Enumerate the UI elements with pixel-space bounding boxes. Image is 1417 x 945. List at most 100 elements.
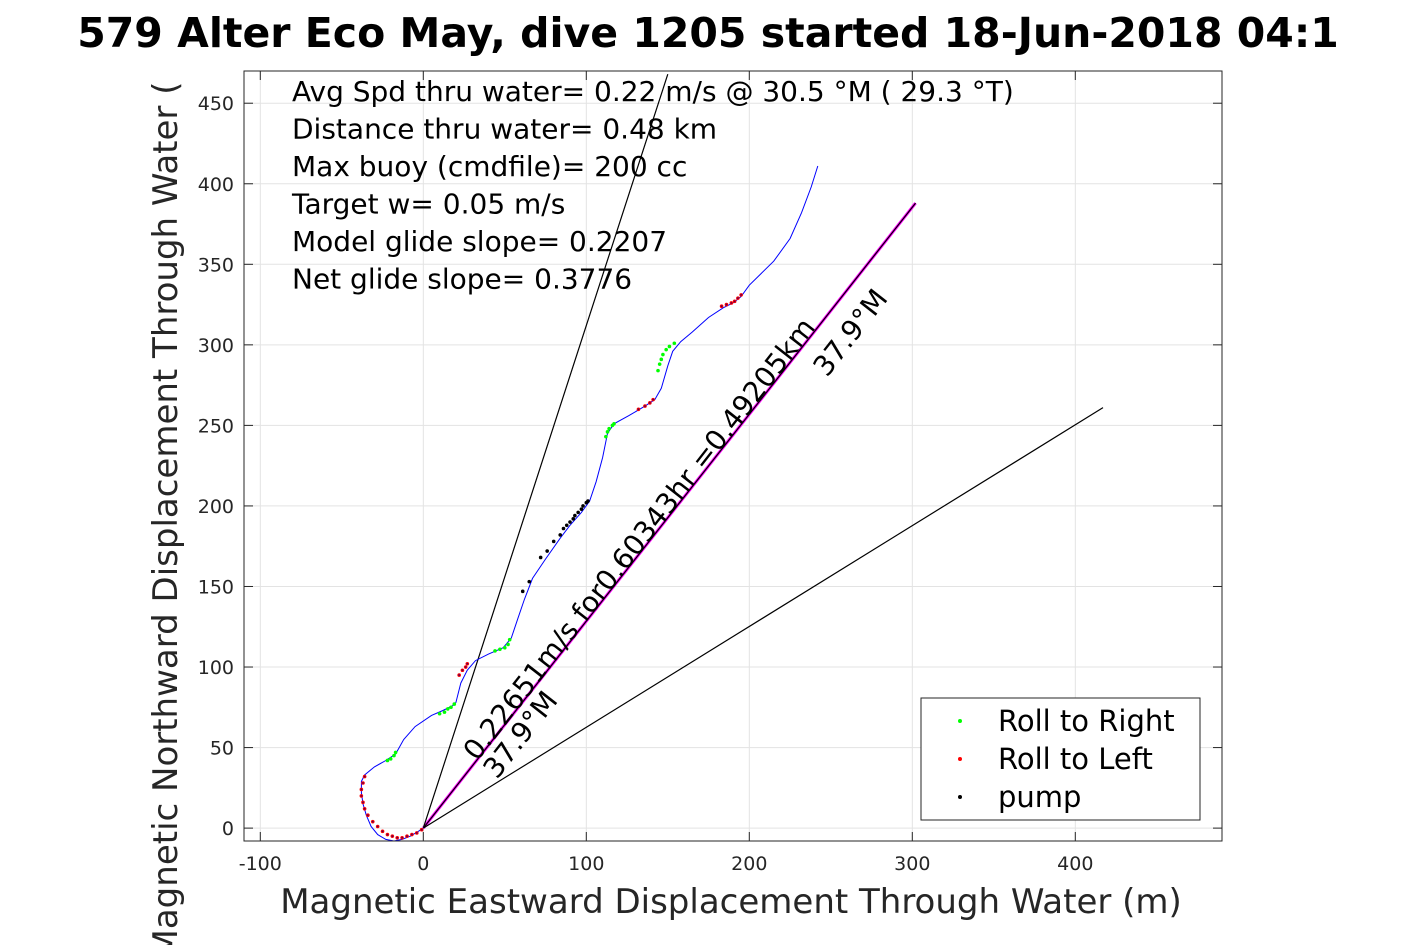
roll-left-point-center bbox=[381, 830, 384, 833]
pump-point bbox=[586, 499, 590, 503]
y-tick-label: 200 bbox=[198, 496, 234, 518]
roll-left-point-center bbox=[371, 820, 374, 823]
info-line: Distance thru water= 0.48 km bbox=[292, 113, 717, 146]
roll-right-point bbox=[392, 753, 396, 758]
pump-point bbox=[581, 504, 585, 508]
roll-left-point-center bbox=[736, 297, 739, 300]
y-tick-label: 0 bbox=[222, 818, 234, 840]
plot-frame bbox=[243, 70, 1223, 842]
info-line: Avg Spd thru water= 0.22 m/s @ 30.5 °M (… bbox=[292, 75, 1014, 108]
roll-left-point-center bbox=[644, 405, 646, 407]
x-tick-label: -100 bbox=[239, 853, 282, 875]
roll-left-point-center bbox=[458, 674, 461, 676]
roll-right-point bbox=[493, 649, 497, 653]
roll-left-point-center bbox=[362, 801, 364, 804]
roll-left-point-center bbox=[386, 833, 389, 836]
roll-right-point bbox=[442, 710, 447, 714]
y-tick-label: 400 bbox=[198, 174, 234, 196]
roll-right-point bbox=[659, 357, 664, 362]
roll-right-point bbox=[604, 434, 608, 439]
pump-point bbox=[558, 533, 563, 537]
roll-left-point-center bbox=[415, 832, 418, 834]
pump-point bbox=[545, 549, 549, 553]
x-tick-label: 400 bbox=[1057, 853, 1093, 875]
info-line: Net glide slope= 0.3776 bbox=[292, 263, 632, 296]
legend-marker bbox=[958, 757, 962, 761]
roll-right-point bbox=[605, 430, 610, 434]
roll-right-point bbox=[385, 758, 390, 763]
roll-right-point bbox=[445, 707, 450, 711]
x-tick-label: 0 bbox=[417, 853, 429, 875]
y-tick-label: 350 bbox=[198, 254, 234, 276]
info-line: Target w= 0.05 m/s bbox=[291, 188, 565, 221]
bound-line-steep bbox=[422, 74, 669, 829]
y-tick-label: 300 bbox=[198, 335, 234, 357]
x-tick-label: 100 bbox=[568, 853, 604, 875]
y-tick-label: 50 bbox=[210, 738, 234, 760]
roll-left-point-center bbox=[461, 669, 464, 672]
roll-right-point bbox=[664, 347, 668, 352]
roll-left-point-center bbox=[410, 833, 413, 836]
x-axis-label: Magnetic Eastward Displacement Through W… bbox=[280, 882, 1182, 922]
legend-items: Roll to Right Roll to Left pump bbox=[958, 704, 1175, 814]
y-tick-label: 150 bbox=[198, 576, 234, 598]
pump-point bbox=[551, 539, 556, 544]
roll-right-point bbox=[667, 344, 672, 349]
roll-left-point-center bbox=[637, 408, 640, 411]
pump-point bbox=[573, 513, 577, 518]
roll-left-point-center bbox=[740, 294, 743, 296]
roll-left-point-center bbox=[420, 828, 423, 831]
y-tick-label: 450 bbox=[198, 93, 234, 115]
info-line: Model glide slope= 0.2207 bbox=[292, 225, 667, 258]
bound-line-shallow bbox=[422, 407, 1104, 829]
y-tick-label: 250 bbox=[198, 415, 234, 437]
chart-title: 579 Alter Eco May, dive 1205 started 18-… bbox=[77, 9, 1339, 57]
legend-label: Roll to Left bbox=[998, 742, 1153, 776]
pump-point bbox=[568, 520, 572, 524]
legend-label: pump bbox=[998, 780, 1081, 814]
roll-left-point-center bbox=[720, 305, 723, 308]
data-series bbox=[359, 74, 1104, 842]
roll-left-point-center bbox=[733, 300, 736, 303]
legend-label: Roll to Right bbox=[998, 704, 1175, 738]
pump-point bbox=[579, 507, 584, 511]
x-tick-label: 200 bbox=[731, 853, 767, 875]
roll-left-point-center bbox=[652, 398, 655, 401]
roll-left-point-center bbox=[464, 666, 467, 668]
y-axis-label: Magnetic Northward Displacement Through … bbox=[146, 82, 186, 945]
roll-right-point bbox=[657, 362, 662, 366]
roll-left-point-center bbox=[391, 835, 394, 838]
roll-left-point-center bbox=[466, 662, 469, 665]
roll-left-point-center bbox=[396, 836, 399, 839]
roll-left-point-center bbox=[725, 303, 728, 306]
info-line: Max buoy (cmdfile)= 200 cc bbox=[292, 150, 687, 183]
roll-left-point-center bbox=[363, 775, 366, 778]
roll-left-point-center bbox=[360, 794, 363, 797]
roll-left-point-center bbox=[362, 782, 364, 784]
roll-right-point bbox=[498, 647, 502, 652]
info-text-block: Avg Spd thru water= 0.22 m/s @ 30.5 °M (… bbox=[291, 75, 1014, 296]
legend-marker bbox=[958, 795, 962, 799]
roll-right-point bbox=[506, 642, 510, 647]
pump-point bbox=[576, 510, 580, 515]
roll-right-point bbox=[452, 702, 457, 706]
legend-box bbox=[920, 697, 1201, 821]
roll-right-point bbox=[449, 705, 453, 710]
roll-left-point-center bbox=[730, 302, 733, 304]
roll-right-point bbox=[437, 711, 442, 716]
roll-left-point-center bbox=[401, 836, 404, 839]
roll-right-point bbox=[503, 645, 507, 650]
roll-right-point bbox=[661, 352, 665, 357]
roll-right-point bbox=[607, 426, 611, 431]
pump-point bbox=[561, 526, 566, 531]
roll-right-point bbox=[672, 341, 677, 346]
roll-left-point-center bbox=[406, 835, 408, 838]
net-track-line-dark bbox=[422, 202, 917, 829]
legend: Roll to Right Roll to Left pump bbox=[920, 697, 1201, 821]
pump-point bbox=[538, 555, 543, 560]
roll-left-point-center bbox=[376, 825, 379, 828]
roll-right-point bbox=[656, 368, 660, 373]
pump-point bbox=[520, 589, 525, 594]
roll-left-point-center bbox=[366, 814, 369, 817]
